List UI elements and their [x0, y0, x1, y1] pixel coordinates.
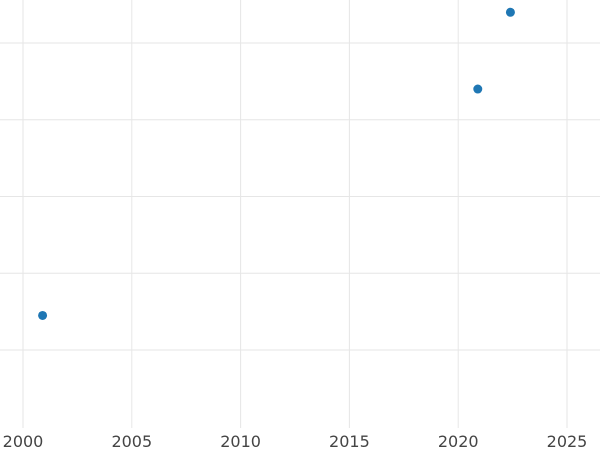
- scatter-point-1: [473, 84, 483, 94]
- x-tick-label-2005: 2005: [111, 432, 152, 450]
- x-tick-label-2020: 2020: [438, 432, 479, 450]
- x-tick-label-2010: 2010: [220, 432, 261, 450]
- x-tick-label-2025: 2025: [547, 432, 588, 450]
- x-tick-label-2000: 2000: [3, 432, 44, 450]
- data-points: [38, 7, 515, 320]
- x-tick-label-2015: 2015: [329, 432, 370, 450]
- scatter-point-2: [505, 7, 515, 17]
- x-tick-labels: 2000 2005 2010 2015 2020 2025: [3, 432, 588, 450]
- scatter-point-0: [38, 310, 48, 320]
- y-gridlines: [0, 42, 600, 351]
- x-gridlines: [22, 0, 568, 428]
